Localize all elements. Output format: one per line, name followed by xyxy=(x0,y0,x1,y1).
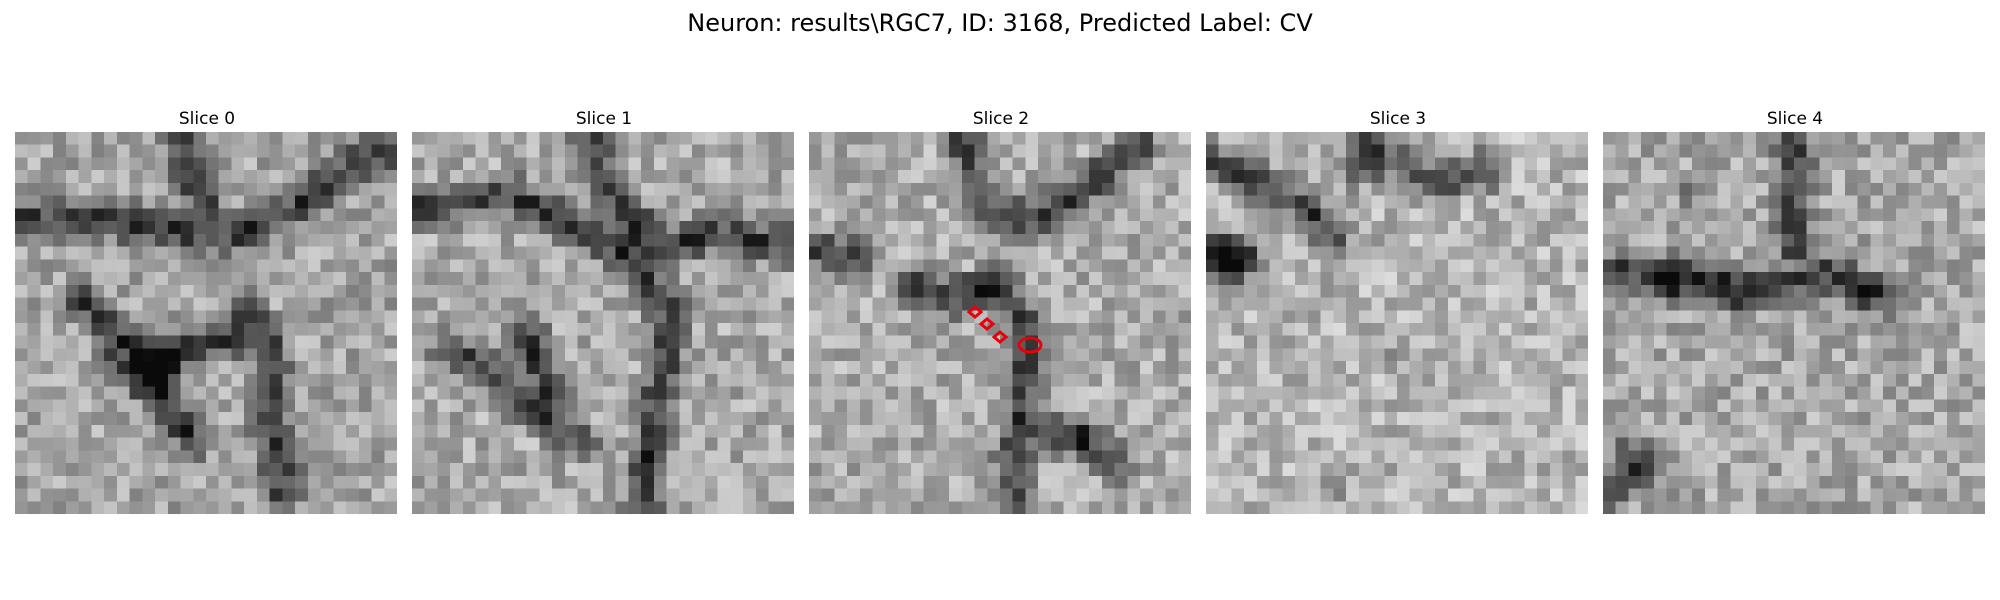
slice-panel-0: Slice 0 xyxy=(15,108,399,514)
slice-image xyxy=(1603,132,1985,514)
marker-point xyxy=(966,305,984,319)
slice-panel-1: Slice 1 xyxy=(412,108,796,514)
marker-point xyxy=(978,317,996,331)
slice-image xyxy=(1206,132,1588,514)
slice-title: Slice 1 xyxy=(575,109,633,129)
slice-panel-2: Slice 2 xyxy=(809,108,1193,514)
slice-title: Slice 0 xyxy=(178,109,236,129)
marker-point xyxy=(991,330,1009,344)
slice-title: Slice 3 xyxy=(1369,109,1427,129)
slice-image xyxy=(15,132,397,514)
neuron-marker-overlay xyxy=(966,305,1043,354)
slice-title: Slice 4 xyxy=(1766,109,1824,129)
slice-panel-4: Slice 4 xyxy=(1603,108,1987,514)
marker-cell xyxy=(1017,336,1043,354)
slice-image xyxy=(809,132,1191,514)
slice-title: Slice 2 xyxy=(972,109,1030,129)
slice-panel-3: Slice 3 xyxy=(1206,108,1590,514)
slice-image xyxy=(412,132,794,514)
figure-title: Neuron: results\RGC7, ID: 3168, Predicte… xyxy=(687,9,1313,37)
